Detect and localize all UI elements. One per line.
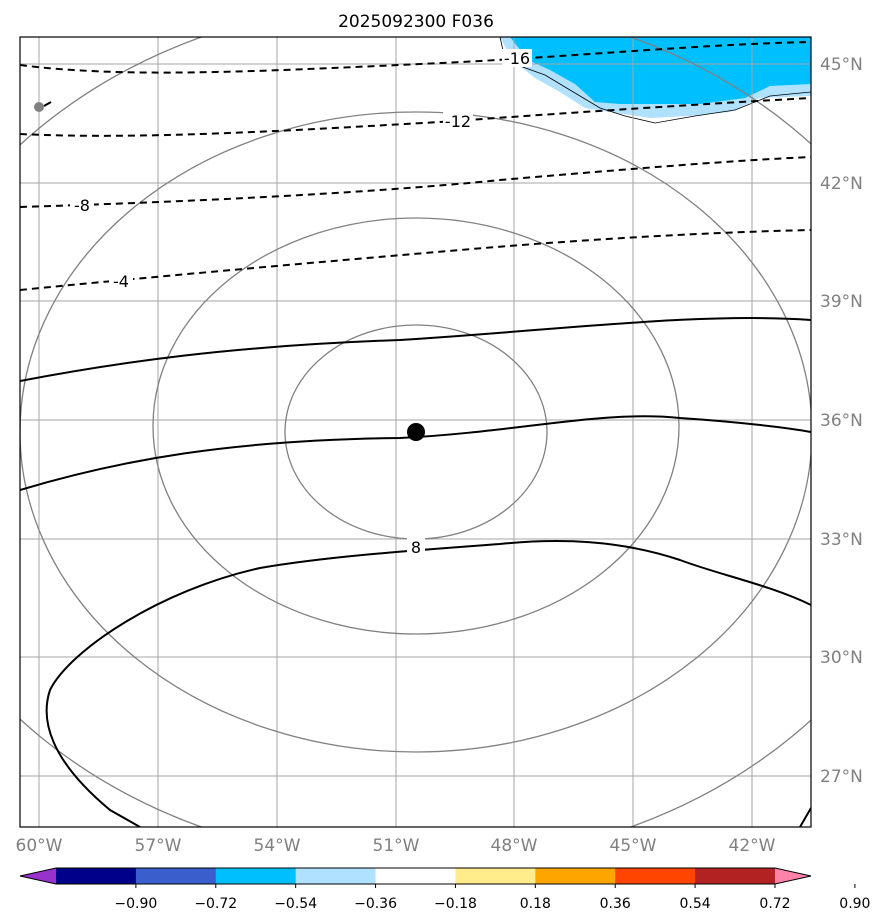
contour-label-neg4: -4 <box>113 272 129 291</box>
colorbar-tick-label: −0.90 <box>114 896 157 912</box>
colorbar-cell <box>615 868 696 884</box>
contour-neg12 <box>20 97 811 137</box>
lat-label-33: 33°N <box>820 530 863 550</box>
colorbar-tick-label: 0.72 <box>759 896 790 912</box>
colorbar-extend-low <box>20 868 56 884</box>
colorbar-cell <box>215 868 297 884</box>
colorbar-tick-label: 0.36 <box>600 896 631 912</box>
lon-label-45: 45°W <box>610 836 657 856</box>
colorbar-tick-label: −0.36 <box>354 896 397 912</box>
colorbar-cell <box>695 868 776 884</box>
colorbar-tick-label: −0.18 <box>434 896 477 912</box>
colorbar-tick-label: 0.54 <box>680 896 711 912</box>
colorbar-cell <box>56 868 137 884</box>
lon-label-51: 51°W <box>373 836 420 856</box>
colorbar-cell <box>455 868 536 884</box>
contour-label-neg8: -8 <box>74 196 90 215</box>
contour-neg8 <box>20 156 811 208</box>
range-ring-2 <box>152 217 680 635</box>
track-point-marker <box>34 102 44 112</box>
lat-label-45: 45°N <box>820 55 863 75</box>
colorbar-tick-label: 0.18 <box>520 896 551 912</box>
colorbar-cell <box>535 868 616 884</box>
lat-label-36: 36°N <box>820 411 863 431</box>
dashed-contours <box>20 41 811 291</box>
contour-label-group: -16 -12 -8 -4 8 <box>70 49 532 557</box>
contour-4 <box>20 415 811 491</box>
contour-8-corner <box>799 807 811 827</box>
storm-center-marker <box>407 423 425 441</box>
map-area: -16 -12 -8 -4 8 <box>20 37 811 827</box>
lon-label-48: 48°W <box>491 836 538 856</box>
lat-label-42: 42°N <box>820 174 863 194</box>
contour-neg4 <box>20 229 811 291</box>
figure-title: 2025092300 F036 <box>338 12 494 32</box>
colorbar: −0.90 −0.72 −0.54 −0.36 −0.18 0.18 0.36 0.54 0.7… <box>19 867 870 912</box>
colorbar-tick-label: −0.72 <box>194 896 237 912</box>
colorbar-cell <box>375 868 456 884</box>
colorbar-tick-label: 0.90 <box>839 896 870 912</box>
solid-contours <box>20 317 811 827</box>
colorbar-frame <box>19 867 812 885</box>
contour-8 <box>45 540 811 827</box>
range-ring-3 <box>20 111 811 753</box>
lon-label-54: 54°W <box>254 836 301 856</box>
range-rings <box>20 37 811 827</box>
contour-0 <box>20 317 811 382</box>
colorbar-ticks: −0.90 −0.72 −0.54 −0.36 −0.18 0.18 0.36 0.54 0.7… <box>114 884 870 912</box>
lat-label-39: 39°N <box>820 292 863 312</box>
colorbar-tick-label: −0.54 <box>274 896 317 912</box>
colorbar-cell <box>295 868 377 884</box>
lon-labels: 60°W 57°W 54°W 51°W 48°W 45°W 42°W <box>16 836 776 856</box>
lat-label-30: 30°N <box>820 648 863 668</box>
contour-label-neg12: -12 <box>445 112 471 131</box>
lat-labels: 45°N 42°N 39°N 36°N 33°N 30°N 27°N <box>820 55 863 787</box>
lon-label-42: 42°W <box>729 836 776 856</box>
lon-label-57: 57°W <box>135 836 182 856</box>
range-ring-outer <box>20 37 811 827</box>
contour-neg16 <box>20 41 811 74</box>
lon-label-60: 60°W <box>16 836 63 856</box>
colorbar-cells <box>20 868 811 884</box>
colorbar-extend-high <box>775 868 811 884</box>
lat-label-27: 27°N <box>820 767 863 787</box>
contour-label-neg16: -16 <box>504 49 530 68</box>
contour-label-8: 8 <box>411 538 421 557</box>
colorbar-cell <box>135 868 217 884</box>
map-frame <box>19 36 812 828</box>
